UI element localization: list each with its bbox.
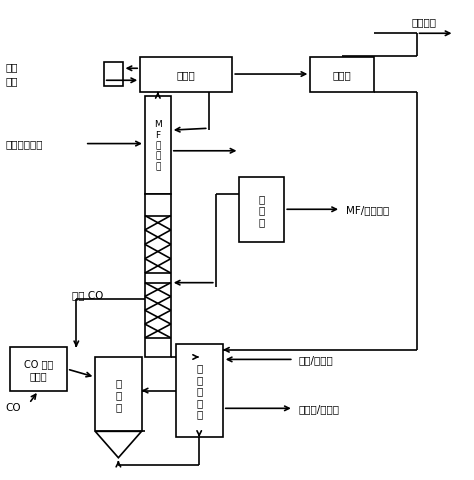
Text: CO: CO xyxy=(5,403,21,412)
Text: 回水: 回水 xyxy=(5,62,18,72)
Text: CO 循环
喷射器: CO 循环 喷射器 xyxy=(24,359,53,380)
FancyBboxPatch shape xyxy=(239,178,284,242)
Text: 反
应
器: 反 应 器 xyxy=(115,378,121,411)
Text: 蒸汽/温热水: 蒸汽/温热水 xyxy=(299,355,333,365)
Text: 尾气放空: 尾气放空 xyxy=(412,17,437,27)
Text: 中
间
槽: 中 间 槽 xyxy=(259,193,265,227)
Text: 甲醇、催化剂: 甲醇、催化剂 xyxy=(5,139,43,149)
Text: MF/甲醇采出: MF/甲醇采出 xyxy=(346,205,389,215)
FancyBboxPatch shape xyxy=(175,344,223,437)
Text: 上水: 上水 xyxy=(5,76,18,86)
Text: 尾凝器: 尾凝器 xyxy=(333,70,352,80)
FancyBboxPatch shape xyxy=(140,58,232,93)
FancyBboxPatch shape xyxy=(104,63,123,87)
FancyBboxPatch shape xyxy=(145,96,171,194)
FancyBboxPatch shape xyxy=(95,357,142,432)
Text: 冷凝水/温热水: 冷凝水/温热水 xyxy=(299,404,339,413)
Text: 冷凝器: 冷凝器 xyxy=(177,70,196,80)
Text: 循环 CO: 循环 CO xyxy=(72,290,103,300)
FancyBboxPatch shape xyxy=(10,348,67,391)
Text: M
F
分
离
区: M F 分 离 区 xyxy=(154,120,162,171)
Text: 循
环
换
热
器: 循 环 换 热 器 xyxy=(196,362,202,419)
FancyBboxPatch shape xyxy=(145,194,171,357)
FancyBboxPatch shape xyxy=(310,58,374,93)
